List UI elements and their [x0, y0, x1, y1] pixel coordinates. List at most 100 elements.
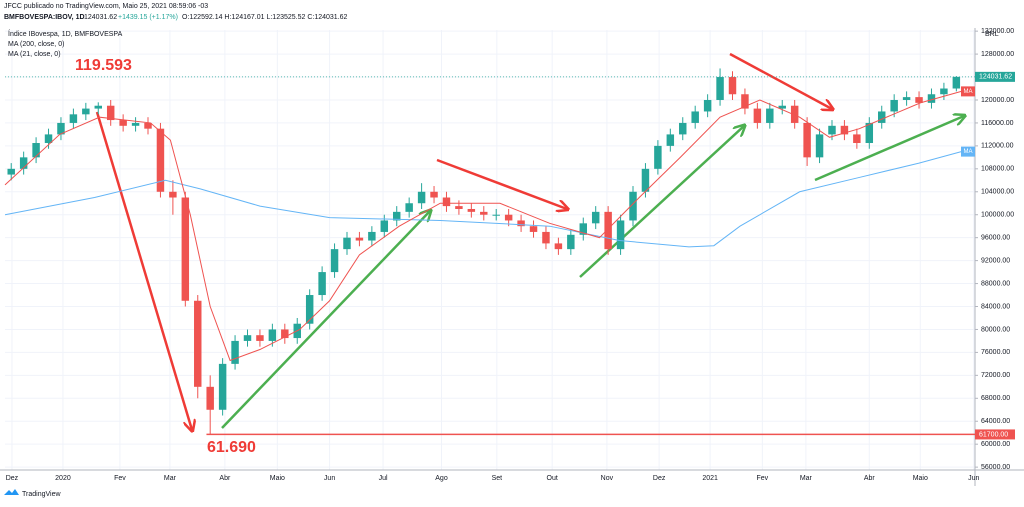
- candle-body: [915, 97, 923, 103]
- y-tick-label: 72000.00: [981, 372, 1010, 379]
- x-tick-label: Set: [492, 475, 503, 482]
- y-tick-label: 104000.00: [981, 189, 1014, 196]
- y-tick-label: 68000.00: [981, 395, 1010, 402]
- candle-body: [554, 243, 563, 250]
- candle-body: [194, 300, 202, 387]
- x-tick-label: Abr: [864, 475, 876, 482]
- candle-body: [952, 76, 961, 89]
- symbol: BMFBOVESPA:IBOV, 1D: [4, 14, 85, 21]
- candle-body: [679, 122, 687, 135]
- candle-body: [305, 295, 314, 324]
- chart-title: Índice IBovespa, 1D, BMFBOVESPA: [8, 29, 123, 38]
- legend-ma200: MA (200, close, 0): [8, 41, 64, 48]
- candle-body: [902, 97, 911, 100]
- candle-body: [430, 191, 438, 198]
- candle-body: [243, 335, 252, 341]
- ma-badge-bg: [961, 86, 975, 97]
- candle-body: [281, 329, 289, 339]
- candle-body: [169, 191, 177, 198]
- annotation-high: 119.593: [75, 57, 132, 74]
- candle-body: [480, 211, 488, 215]
- candle-body: [741, 94, 749, 109]
- x-tick-label: Abr: [219, 475, 231, 482]
- candle-body: [268, 329, 277, 341]
- candle-body: [467, 208, 476, 212]
- candle-body: [405, 203, 413, 212]
- x-tick-label: Maio: [270, 475, 285, 482]
- y-tick-label: 76000.00: [981, 349, 1010, 356]
- y-tick-label: 100000.00: [981, 212, 1014, 219]
- footer: TradingView: [22, 491, 61, 498]
- x-tick-label: Nov: [601, 475, 614, 482]
- change: +1439.15 (+1.17%): [118, 14, 178, 21]
- candle-body: [318, 272, 326, 296]
- y-tick-label: 108000.00: [981, 166, 1014, 173]
- x-tick-label: Dez: [6, 475, 19, 482]
- candle-body: [69, 114, 78, 123]
- y-tick-label: 92000.00: [981, 257, 1010, 264]
- candle-body: [828, 125, 836, 135]
- candle-body: [815, 134, 824, 158]
- candle-body: [728, 77, 737, 95]
- candle-body: [417, 191, 426, 204]
- candle-body: [567, 234, 575, 250]
- arrow: [729, 52, 832, 109]
- candle-body: [766, 108, 774, 123]
- candle-body: [703, 99, 712, 112]
- candle-body: [529, 226, 538, 232]
- candle-body: [156, 128, 165, 192]
- y-tick-label: 80000.00: [981, 326, 1010, 333]
- candle-body: [803, 122, 811, 158]
- y-tick-label: 112000.00: [981, 143, 1014, 150]
- candle-body: [218, 363, 227, 410]
- arrow: [436, 158, 567, 209]
- y-tick-label: 56000.00: [981, 464, 1010, 471]
- legend-ma21: MA (21, close, 0): [8, 51, 61, 58]
- arrow: [814, 116, 964, 182]
- y-tick-label: 60000.00: [981, 441, 1010, 448]
- candle-body: [629, 191, 637, 221]
- x-tick-label: Dez: [653, 475, 666, 482]
- candle-body: [94, 105, 102, 109]
- candle-body: [641, 168, 650, 192]
- ma-badge: MA: [964, 149, 973, 155]
- x-tick-label: 2020: [55, 475, 71, 482]
- candle-body: [57, 122, 65, 135]
- candle-body: [654, 145, 662, 169]
- candle-body: [790, 105, 799, 123]
- author: JFCC publicado no TradingView.com, Maio …: [4, 3, 208, 10]
- x-tick-label: Ago: [435, 475, 448, 482]
- candle-body: [878, 111, 886, 123]
- candle-body: [778, 105, 786, 109]
- ma-line: [4, 151, 962, 248]
- candle-body: [19, 157, 28, 169]
- y-tick-label: 96000.00: [981, 235, 1010, 242]
- logo: [4, 489, 19, 495]
- candle-body: [206, 386, 214, 410]
- price-line-badge: [975, 429, 1015, 440]
- candle-body: [517, 220, 525, 227]
- y-tick-label: 128000.00: [981, 51, 1014, 58]
- candle-body: [82, 108, 90, 115]
- x-tick-label: Out: [547, 475, 558, 482]
- x-tick-label: Jun: [324, 475, 335, 482]
- candle-body: [106, 105, 115, 121]
- arrow: [221, 211, 430, 429]
- candle-body: [865, 122, 874, 144]
- candle-body: [119, 120, 127, 126]
- candle-body: [32, 143, 40, 158]
- candle-body: [579, 223, 587, 235]
- candle-body: [591, 211, 600, 224]
- candle-body: [666, 134, 675, 146]
- candle-body: [616, 220, 625, 250]
- candle-body: [131, 122, 140, 126]
- candle-body: [716, 77, 724, 100]
- candle-body: [442, 197, 451, 207]
- currency: BRL: [985, 31, 999, 38]
- candle-body: [455, 206, 463, 209]
- candle-body: [853, 134, 861, 144]
- candle-body: [256, 335, 264, 341]
- x-tick-label: Fev: [114, 475, 126, 482]
- x-tick-label: Jul: [379, 475, 388, 482]
